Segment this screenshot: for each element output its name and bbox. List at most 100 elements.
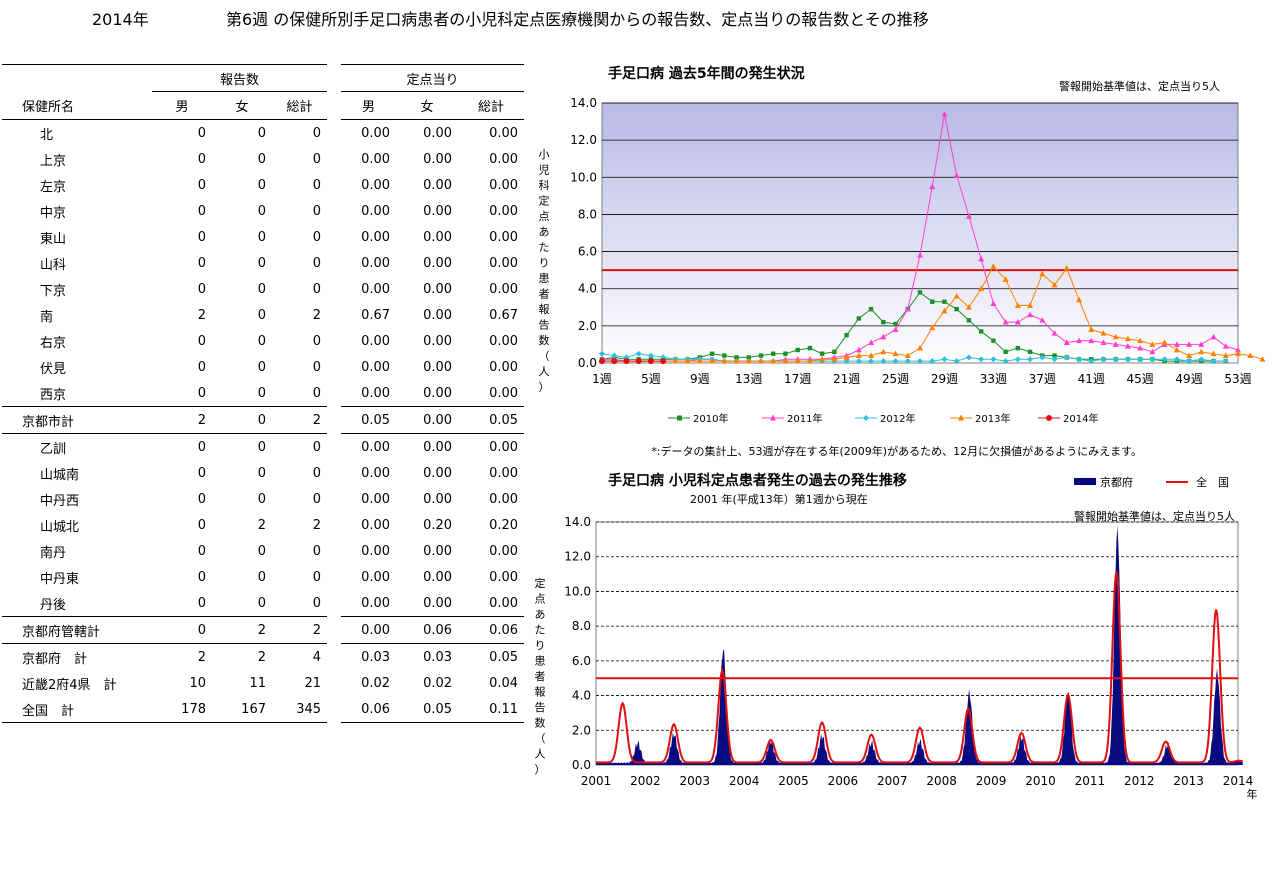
data-point xyxy=(672,357,679,364)
table-row: 左京 0 0 0 0.00 0.00 0.00 xyxy=(2,172,524,198)
data-point xyxy=(990,356,997,363)
row-pp-female: 0.00 xyxy=(423,229,453,245)
chart1-xtick-label: 37週 xyxy=(1029,372,1056,386)
chart2-ylabel-char: 数 xyxy=(535,717,546,730)
chart1-xtick-label: 5週 xyxy=(641,372,661,386)
data-point xyxy=(917,344,923,351)
table-row: 東山 0 0 0 0.00 0.00 0.00 xyxy=(2,224,524,250)
chart1-xtick-label: 9週 xyxy=(690,372,710,386)
row-pp-total: 0.04 xyxy=(489,675,519,691)
row-name: 京都府 計 xyxy=(22,651,88,667)
chart1-ylabel-char: 点 xyxy=(539,210,550,223)
row-name: 中丹西 xyxy=(40,493,80,509)
chart2-ylabel-char: 人 xyxy=(535,748,546,761)
row-pp-male: 0.00 xyxy=(327,460,397,486)
data-point xyxy=(1014,356,1021,363)
data-point xyxy=(1235,350,1241,357)
row-name: 下京 xyxy=(40,283,67,299)
row-female: 0 xyxy=(212,406,272,434)
data-point xyxy=(1173,346,1180,353)
legend-label: 2011年 xyxy=(787,412,822,425)
row-pp-female: 0.00 xyxy=(423,125,453,141)
data-point xyxy=(831,356,838,362)
chart1-plot-area xyxy=(601,102,1239,364)
chart2-ylabel-char: 報 xyxy=(535,686,546,699)
row-female: 0 xyxy=(257,333,266,349)
data-point xyxy=(635,350,642,357)
chart1-ylabel-char: 者 xyxy=(539,288,550,301)
data-point xyxy=(953,358,960,365)
data-point xyxy=(1137,344,1144,351)
table-row: 京都府管轄計 0 2 2 0.00 0.06 0.06 xyxy=(2,616,525,644)
data-point xyxy=(1210,350,1217,357)
table-row: 伏見 0 0 0 0.00 0.00 0.00 xyxy=(2,354,524,380)
row-pp-total: 0.00 xyxy=(489,491,519,507)
row-name: 丹後 xyxy=(2,590,152,617)
row-total: 0 xyxy=(272,590,335,617)
chart2-ylabel-char: り xyxy=(535,639,546,652)
row-total: 0 xyxy=(312,333,322,349)
row-total: 0 xyxy=(312,569,322,585)
data-point xyxy=(953,292,960,299)
chart1-ytick-label: 6.0 xyxy=(578,245,597,259)
chart1-xtick-label: 53週 xyxy=(1224,372,1251,386)
table-row: 西京 0 0 0 0.00 0.00 0.00 xyxy=(2,380,525,407)
data-point xyxy=(1003,349,1008,355)
row-female: 0 xyxy=(257,229,266,245)
data-point xyxy=(1063,265,1070,271)
table-row: 北 0 0 0 0.00 0.00 0.00 xyxy=(2,119,524,146)
chart2-ylabel-char: ） xyxy=(535,763,546,776)
row-pp-total: 0.20 xyxy=(489,517,519,533)
data-point xyxy=(1186,358,1193,365)
chart2-ytick-label: 10.0 xyxy=(564,584,591,598)
row-female: 0 xyxy=(257,281,266,297)
data-point xyxy=(1015,345,1021,351)
data-point xyxy=(1051,281,1058,288)
data-point xyxy=(856,316,862,321)
data-point xyxy=(1124,356,1131,363)
chart1-ylabel-char: 告 xyxy=(539,319,550,332)
data-point xyxy=(893,321,898,327)
chart1-footnote: *:データの集計上、53週が存在する年(2009年)があるため、12月に欠損値が… xyxy=(651,444,1142,458)
row-male: 0 xyxy=(197,569,206,585)
data-point xyxy=(855,358,862,365)
row-total: 2 xyxy=(312,307,322,323)
chart1-ylabel-char: 定 xyxy=(539,194,550,208)
chart1-legend-item: 2014年 xyxy=(1038,412,1098,425)
row-name: 近畿2府4県 計 xyxy=(22,677,117,693)
data-point xyxy=(1076,337,1082,344)
data-point xyxy=(1124,343,1131,349)
data-point xyxy=(990,263,997,269)
data-point xyxy=(1027,349,1033,355)
chart2-xtick-label: 2013 xyxy=(1173,774,1204,788)
row-pp-female: 0.00 xyxy=(423,465,453,481)
data-point xyxy=(965,304,972,310)
row-name: 南 xyxy=(40,309,54,325)
data-point xyxy=(660,358,667,365)
data-point xyxy=(1235,346,1241,353)
chart1-xtick-label: 29週 xyxy=(931,372,958,386)
table-row: 全国 計 178 167 345 0.06 0.05 0.11 xyxy=(2,696,525,723)
chart1-alert-note: 警報開始基準値は、定点当り5人 xyxy=(1059,79,1220,93)
data-point xyxy=(929,183,936,189)
row-name: 上京 xyxy=(40,153,67,169)
data-point xyxy=(881,319,886,325)
data-point xyxy=(1210,358,1217,365)
chart2-ylabel-char: 告 xyxy=(535,701,546,714)
row-female: 0 xyxy=(257,255,266,271)
chart2-xtick-label: 2001 xyxy=(581,774,612,788)
data-point xyxy=(892,358,899,365)
header-female: 女 xyxy=(212,91,272,120)
data-point xyxy=(722,353,727,358)
chart2-xtick-label: 2010 xyxy=(1025,774,1056,788)
data-point xyxy=(1076,296,1082,303)
row-pp-total: 0.00 xyxy=(489,255,519,271)
data-point xyxy=(1051,356,1058,363)
row-total: 0 xyxy=(312,359,322,375)
row-pp-total: 0.00 xyxy=(489,281,519,297)
row-pp-male: 0.00 xyxy=(327,486,397,512)
data-point xyxy=(917,358,923,365)
chart2-xtick-label: 2002 xyxy=(630,774,661,788)
row-male: 0 xyxy=(152,590,212,617)
row-pp-female: 0.00 xyxy=(423,255,453,271)
